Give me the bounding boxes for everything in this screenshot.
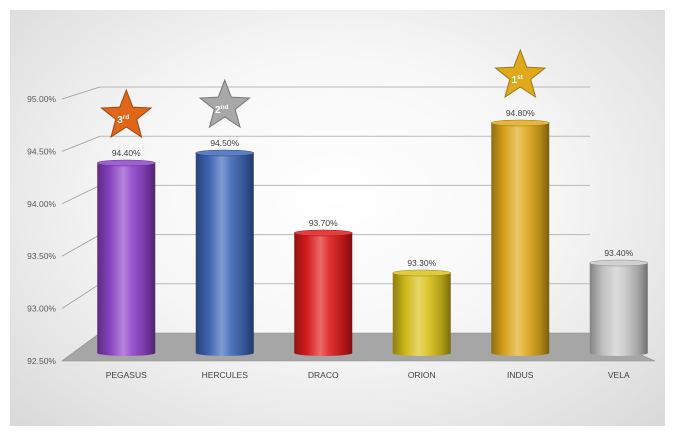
- bar-hercules: [195, 153, 254, 356]
- bar-cap-pegasus: [96, 159, 156, 167]
- y-tick-connector: [61, 234, 101, 257]
- x-tick-label: HERCULES: [202, 370, 249, 380]
- bar-draco: [294, 233, 353, 356]
- data-label: 93.30%: [407, 258, 436, 268]
- y-tick-label: 93.00%: [27, 304, 56, 314]
- y-tick-label: 94.00%: [27, 199, 56, 209]
- bar-pegasus: [97, 163, 156, 356]
- y-tick-label: 94.50%: [27, 146, 56, 156]
- data-label: 94.40%: [112, 148, 141, 158]
- bar-cap-orion: [392, 269, 452, 277]
- bar-cap-draco: [293, 229, 353, 237]
- bar-vela: [589, 263, 648, 356]
- bar-indus: [491, 123, 550, 356]
- bars: [96, 119, 649, 356]
- data-label: 94.80%: [506, 108, 535, 118]
- bar-cap-indus: [490, 119, 550, 127]
- data-label: 94.50%: [210, 138, 239, 148]
- data-label: 93.70%: [309, 218, 338, 228]
- x-tick-label: ORION: [408, 370, 436, 380]
- y-tick-connector: [61, 332, 101, 362]
- y-tick-label: 92.50%: [27, 356, 56, 366]
- y-tick-connector: [61, 86, 101, 100]
- y-tick-label: 95.00%: [27, 94, 56, 104]
- y-tick-connector: [61, 185, 101, 205]
- x-tick-label: PEGASUS: [106, 370, 147, 380]
- rank-star-icon: [100, 88, 153, 139]
- bar-cap-vela: [589, 259, 649, 267]
- rank-star-icon: [198, 78, 251, 129]
- y-tick-connector: [61, 283, 101, 309]
- y-tick-label: 93.50%: [27, 251, 56, 261]
- bar-orion: [392, 273, 451, 356]
- data-labels: 94.40% 94.50% 93.70% 93.30% 94.80% 93.40%: [112, 108, 634, 268]
- y-axis: 92.50% 93.00% 93.50% 94.00% 94.50% 95.00%: [27, 86, 101, 366]
- x-tick-label: INDUS: [507, 370, 534, 380]
- x-tick-label: VELA: [608, 370, 630, 380]
- x-tick-label: DRACO: [308, 370, 339, 380]
- rank-star-icon: [494, 48, 547, 99]
- y-tick-connector: [61, 135, 101, 152]
- data-label: 93.40%: [604, 248, 633, 258]
- bar-cap-hercules: [195, 149, 255, 157]
- x-axis: PEGASUS HERCULES DRACO ORION INDUS VELA: [106, 370, 630, 380]
